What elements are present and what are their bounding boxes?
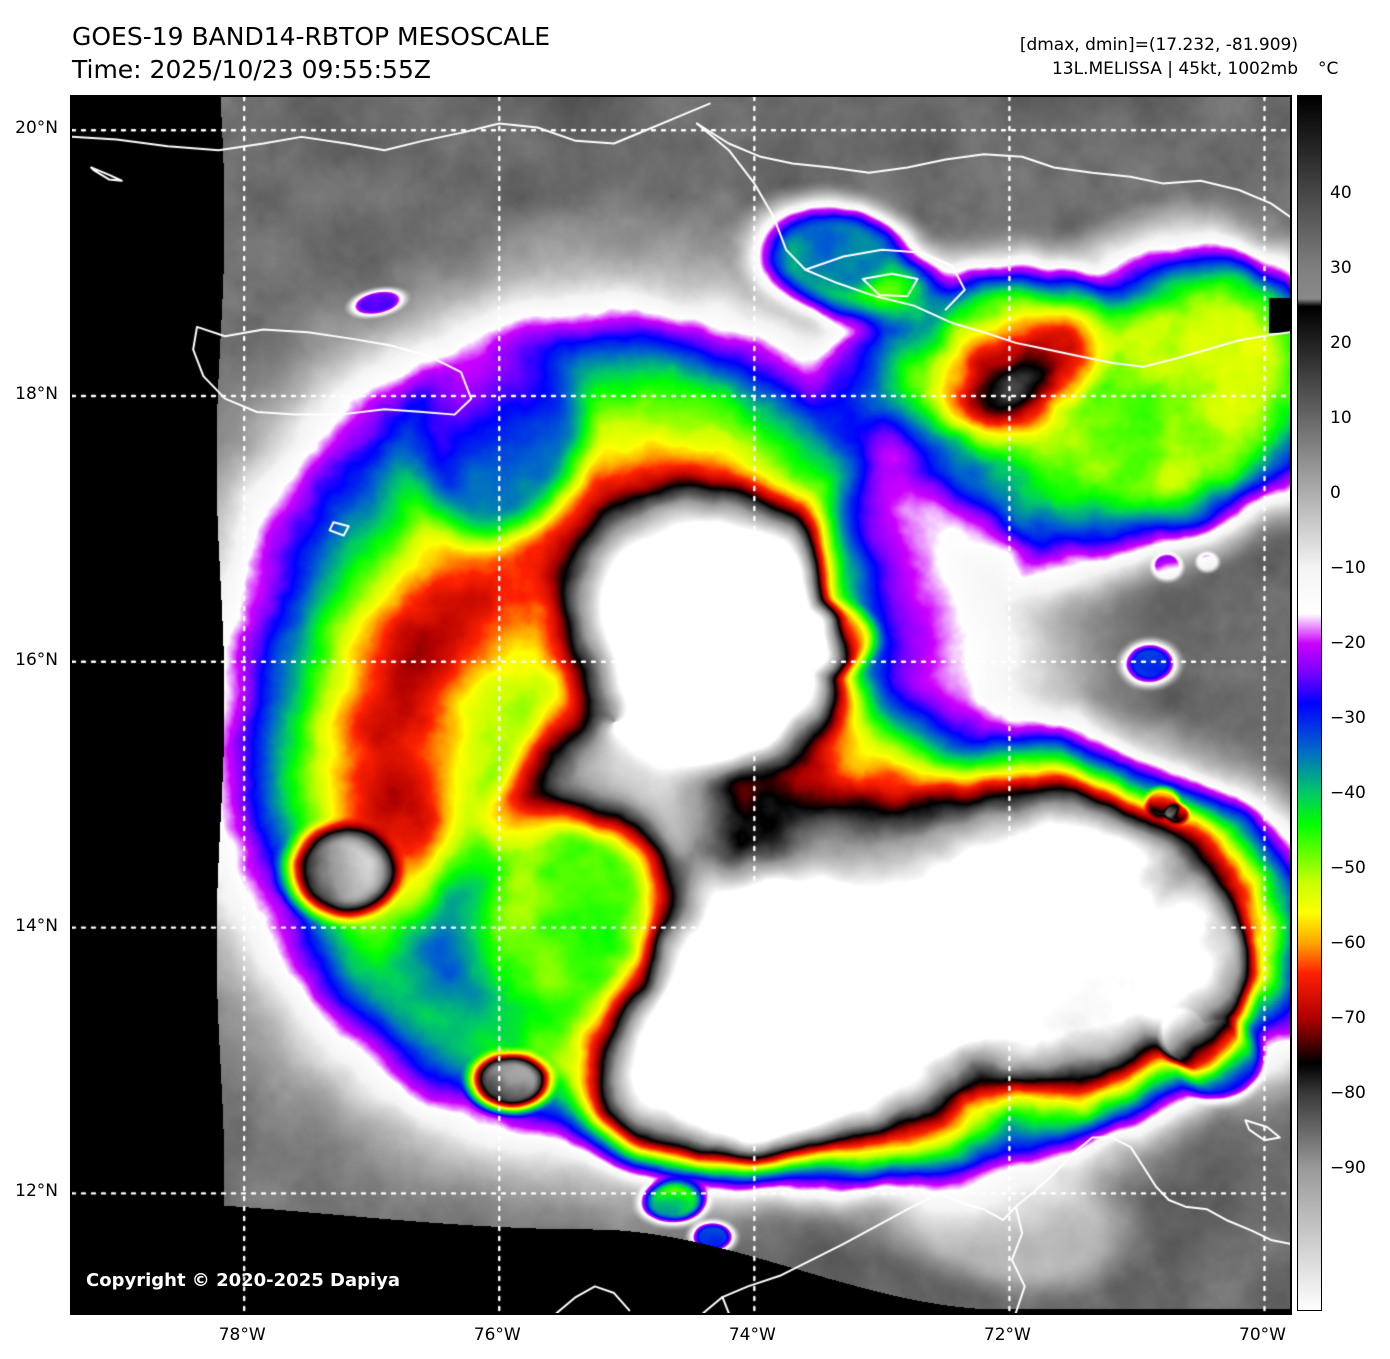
colorbar-tick-0: 40 [1330,182,1352,203]
colorbar-tick-5: −10 [1330,557,1366,578]
colorbar-tick-2: 20 [1330,332,1352,353]
colorbar-tick-1: 30 [1330,257,1352,278]
y-axis-tick-3: 14°N [15,915,58,936]
metadata-block: [dmax, dmin]=(17.232, -81.909) 13L.MELIS… [1020,33,1298,81]
storm-info-label: 13L.MELISSA | 45kt, 1002mb [1051,59,1298,79]
timestamp-label: Time: 2025/10/23 09:55:55Z [72,55,431,84]
colorbar-tick-11: −70 [1330,1008,1366,1029]
y-axis-tick-1: 18°N [15,384,58,405]
title-block: GOES-19 BAND14-RBTOP MESOSCALE Time: 202… [72,20,550,86]
y-axis-tick-2: 16°N [15,649,58,670]
colorbar-tick-12: −80 [1330,1083,1366,1104]
x-axis-tick-0: 78°W [218,1325,266,1345]
colorbar-tick-13: −90 [1330,1158,1366,1179]
x-axis-tick-1: 76°W [473,1325,521,1345]
x-axis-tick-4: 70°W [1239,1325,1286,1345]
dmax-dmin-label: [dmax, dmin]=(17.232, -81.909) [1019,35,1298,55]
y-axis-tick-0: 20°N [15,118,58,139]
x-axis-tick-2: 74°W [728,1325,776,1345]
x-axis-tick-3: 72°W [983,1325,1031,1345]
page-title: GOES-19 BAND14-RBTOP MESOSCALE [72,22,551,51]
colorbar-tick-4: 0 [1330,482,1341,503]
y-axis-tick-4: 12°N [15,1181,58,1202]
colorbar [1297,95,1322,1311]
colorbar-tick-7: −30 [1330,708,1366,728]
colorbar-tick-9: −50 [1330,858,1366,879]
colorbar-gradient [1297,95,1322,1311]
colorbar-tick-10: −60 [1330,933,1366,954]
satellite-plot-area[interactable]: Copyright © 2020-2025 Dapiya [70,95,1292,1315]
colorbar-tick-8: −40 [1330,783,1366,804]
copyright-label: Copyright © 2020-2025 Dapiya [86,1270,401,1291]
colorbar-tick-6: −20 [1330,632,1366,653]
coastline-gridline-overlay [72,97,1290,1313]
colorbar-tick-3: 10 [1330,407,1352,428]
colorbar-unit-label: °C [1318,59,1339,79]
